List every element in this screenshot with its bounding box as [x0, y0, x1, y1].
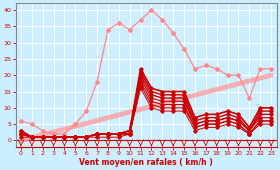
X-axis label: Vent moyen/en rafales ( km/h ): Vent moyen/en rafales ( km/h ): [79, 158, 213, 167]
